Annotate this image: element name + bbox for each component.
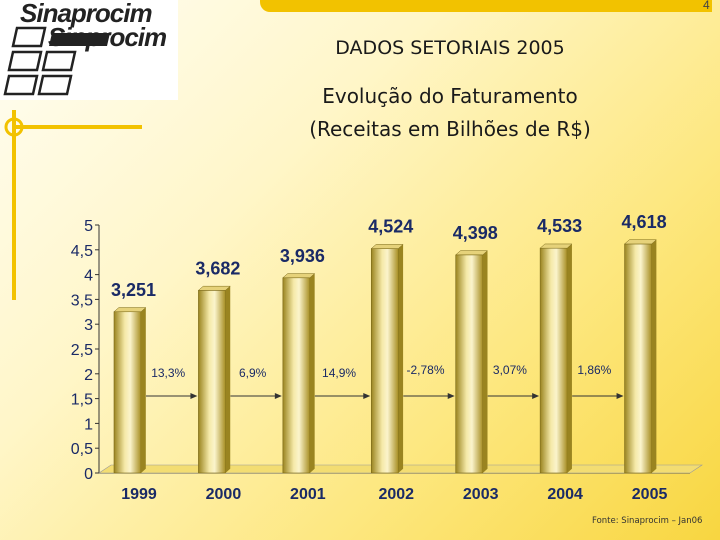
growth-label: 14,9% [322, 366, 356, 380]
growth-label: 13,3% [151, 366, 185, 380]
logo-line1: Sinaprocim [20, 0, 153, 28]
y-tick-label: 5 [84, 218, 93, 235]
category-label: 2003 [463, 486, 499, 503]
y-tick-label: 4,5 [71, 243, 93, 260]
value-label: 4,533 [537, 216, 582, 236]
logo: Sinaprocim Sinprocim [0, 0, 178, 100]
y-tick-label: 0,5 [71, 441, 93, 458]
logo-line2: Sinprocim [48, 22, 167, 52]
y-tick-label: 1 [84, 416, 93, 433]
value-label: 4,398 [453, 223, 498, 243]
growth-arrow-head [532, 393, 540, 399]
bar-top [539, 243, 573, 249]
bar [113, 311, 142, 474]
category-label: 2000 [206, 486, 242, 503]
growth-label: 6,9% [239, 366, 267, 380]
y-tick-label: 3,5 [71, 292, 93, 309]
growth-label: 1,86% [577, 363, 611, 377]
value-label: 4,618 [622, 212, 667, 232]
growth-arrow-head [190, 393, 198, 399]
bar-top [455, 250, 489, 256]
bar-top [197, 285, 231, 291]
bar-top [370, 244, 404, 249]
chart-title-line1: Evolução do Faturamento [322, 84, 578, 108]
top-accent-bar [260, 0, 712, 12]
bar-side [398, 244, 404, 473]
logo-grid-icon [0, 0, 178, 100]
bar-side [141, 307, 146, 473]
source-note: Fonte: Sinaprocim – Jan06 [592, 516, 703, 526]
value-label: 3,682 [195, 258, 240, 278]
y-tick-label: 4 [84, 268, 93, 285]
y-tick-label: 0 [84, 466, 93, 483]
y-tick-label: 2,5 [71, 342, 93, 359]
bar-side [651, 239, 657, 473]
bar-top [623, 239, 658, 245]
bar [282, 277, 311, 474]
bar [198, 290, 226, 474]
growth-arrow-head [274, 393, 282, 399]
value-label: 3,251 [111, 280, 156, 300]
chart-title-line2: (Receitas em Bilhões de R$) [309, 117, 591, 141]
bar [539, 247, 568, 474]
y-tick-label: 3 [84, 317, 93, 334]
bar [455, 254, 484, 474]
category-label: 2005 [632, 486, 668, 503]
category-label: 2002 [378, 486, 414, 503]
category-label: 2004 [547, 486, 583, 503]
value-label: 4,524 [368, 217, 413, 237]
bar-top [113, 307, 147, 313]
growth-label: 3,07% [493, 363, 527, 377]
bar [624, 243, 652, 474]
bar-side [482, 250, 488, 473]
bar-side [567, 243, 572, 473]
bar [370, 248, 399, 474]
category-label: 2001 [290, 486, 326, 503]
growth-arrow-head [616, 393, 624, 399]
bar-side [309, 273, 315, 473]
section-title: DADOS SETORIAIS 2005 [335, 37, 565, 59]
category-label: 1999 [121, 486, 157, 503]
growth-label: -2,78% [406, 363, 444, 377]
y-tick-label: 1,5 [71, 392, 93, 409]
bar-side [225, 286, 231, 473]
page-number: 4 [703, 0, 710, 12]
growth-arrow-head [447, 393, 455, 399]
bar-top [282, 273, 316, 279]
growth-arrow-head [363, 393, 371, 399]
value-label: 3,936 [280, 246, 325, 266]
y-tick-label: 2 [84, 367, 93, 384]
